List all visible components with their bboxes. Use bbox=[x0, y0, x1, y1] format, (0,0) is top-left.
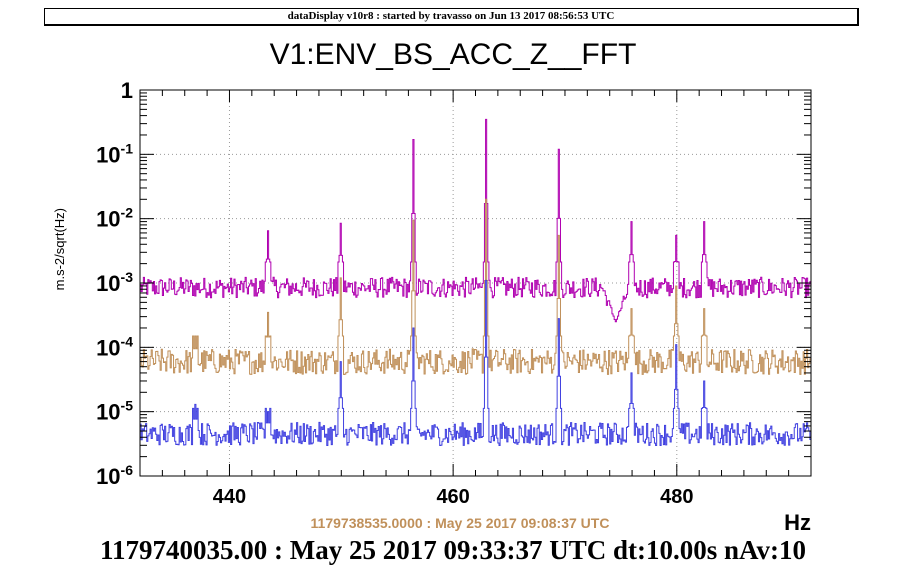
y-tick-label: 1 bbox=[121, 78, 133, 103]
y-tick-label: 10-2 bbox=[96, 205, 133, 232]
x-axis-label: Hz bbox=[784, 510, 811, 535]
y-tick-label: 10-1 bbox=[96, 140, 133, 167]
series-1-line bbox=[140, 118, 811, 323]
header-title: dataDisplay v10r8 : started by travasso … bbox=[287, 10, 615, 22]
y-tick-label: 10-6 bbox=[96, 462, 133, 489]
series-3-line bbox=[140, 279, 811, 447]
x-tick-label: 440 bbox=[213, 486, 246, 508]
x-tick-label: 480 bbox=[660, 486, 693, 508]
series-2-line bbox=[140, 198, 811, 375]
chart-title: V1:ENV_BS_ACC_Z__FFT bbox=[269, 38, 637, 71]
current-time-label: 1179740035.00 : May 25 2017 09:33:37 UTC… bbox=[100, 535, 806, 565]
reference-time-label: 1179738535.0000 : May 25 2017 09:08:37 U… bbox=[310, 515, 610, 531]
x-tick-label: 460 bbox=[436, 486, 469, 508]
y-tick-label: 10-3 bbox=[96, 269, 133, 296]
y-tick-label: 10-5 bbox=[96, 398, 133, 425]
y-axis-label: m.s-2/sqrt(Hz) bbox=[52, 208, 67, 290]
header-box: dataDisplay v10r8 : started by travasso … bbox=[44, 8, 859, 26]
y-tick-label: 10-4 bbox=[96, 333, 133, 360]
